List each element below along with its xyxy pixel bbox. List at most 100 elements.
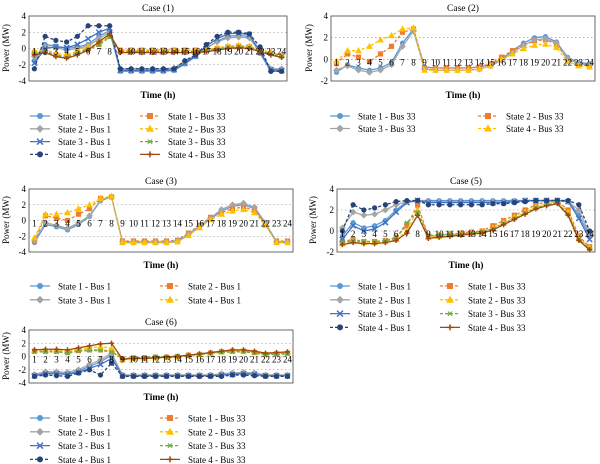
- x-axis-label: Time (h): [144, 392, 179, 403]
- data-point: [360, 211, 368, 219]
- data-point: [421, 66, 428, 73]
- data-point: [377, 36, 384, 43]
- data-point: [371, 225, 378, 233]
- data-point: [74, 41, 81, 48]
- data-point: [371, 210, 379, 218]
- data-point: [333, 57, 340, 65]
- data-point: [119, 356, 126, 362]
- x-tick-label: 10: [129, 355, 139, 365]
- x-tick-label: 15: [180, 47, 190, 57]
- data-point: [203, 41, 209, 48]
- x-tick-label: 2: [351, 229, 356, 239]
- legend-label: State 3 - Bus 33: [188, 441, 246, 451]
- data-point: [458, 232, 464, 238]
- legend-label: State 1 - Bus 33: [468, 282, 526, 292]
- data-point: [174, 353, 181, 360]
- data-point: [218, 373, 225, 379]
- data-point: [218, 210, 225, 217]
- x-tick-label: 12: [148, 47, 157, 57]
- data-point: [64, 208, 71, 216]
- x-tick-label: 5: [75, 47, 80, 57]
- legend-item: State 3 - Bus 33: [330, 124, 416, 134]
- x-tick-label: 22: [563, 57, 572, 67]
- data-point: [447, 233, 453, 239]
- data-point: [63, 44, 70, 51]
- data-point: [273, 238, 280, 246]
- data-point: [86, 206, 93, 212]
- legend-label: State 2 - Bus 1: [58, 124, 111, 134]
- y-tick-label: 4: [22, 184, 27, 194]
- y-axis-label: Power (MW): [308, 196, 318, 244]
- legend-label: State 2 - Bus 33: [188, 427, 246, 437]
- data-point: [52, 43, 60, 51]
- legend-marker: [36, 124, 44, 133]
- data-point: [553, 39, 560, 47]
- data-point: [97, 341, 104, 347]
- x-tick-label: 14: [170, 47, 180, 57]
- data-point: [119, 373, 126, 379]
- data-point: [75, 345, 82, 351]
- legend-marker: [167, 456, 173, 463]
- x-tick-label: 13: [467, 229, 477, 239]
- data-point: [404, 223, 410, 229]
- legend-marker: [37, 151, 43, 158]
- data-point: [392, 208, 400, 216]
- data-point: [185, 231, 192, 239]
- x-tick-label: 20: [234, 47, 244, 57]
- x-tick-label: 8: [107, 47, 112, 57]
- data-point: [42, 349, 49, 355]
- data-point: [355, 47, 362, 54]
- x-tick-label: 1: [32, 47, 37, 57]
- y-tick-label: 4: [22, 11, 27, 21]
- data-point: [476, 65, 483, 72]
- legend-item: State 4 - Bus 33: [478, 124, 564, 134]
- data-point: [382, 239, 388, 246]
- x-tick-label: 17: [202, 47, 212, 57]
- data-point: [42, 372, 49, 378]
- y-axis-label: Power (MW): [1, 332, 11, 380]
- data-point: [86, 343, 93, 349]
- data-point: [542, 40, 549, 47]
- data-point: [382, 219, 389, 226]
- x-tick-label: 3: [362, 229, 367, 239]
- data-point: [95, 35, 103, 43]
- x-tick-label: 18: [519, 57, 529, 67]
- data-point: [236, 45, 242, 51]
- data-point: [533, 197, 539, 204]
- data-point: [344, 51, 351, 57]
- data-point: [31, 347, 38, 353]
- legend-marker: [147, 151, 153, 158]
- x-tick-label: 4: [64, 47, 69, 57]
- legend-label: State 1 - Bus 1: [358, 282, 411, 292]
- legend-marker: [447, 283, 453, 289]
- x-tick-label: 22: [256, 47, 265, 57]
- data-point: [399, 25, 406, 32]
- x-tick-label: 13: [162, 219, 172, 229]
- legend-marker: [485, 113, 491, 119]
- x-tick-label: 5: [383, 229, 388, 239]
- data-point: [388, 31, 395, 39]
- data-point: [53, 221, 60, 229]
- y-tick-label: 4: [330, 184, 335, 194]
- data-point: [53, 349, 60, 355]
- legend-marker: [37, 283, 43, 289]
- legend-item: State 3 - Bus 33: [160, 441, 246, 451]
- legend: State 1 - Bus 1 State 2 - Bus 1 State 3 - …: [30, 282, 241, 305]
- legend-label: State 3 - Bus 1: [58, 441, 111, 451]
- x-tick-label: 6: [87, 355, 92, 365]
- legend-item: State 2 - Bus 33: [478, 112, 564, 122]
- data-point: [240, 372, 247, 378]
- data-point: [96, 23, 102, 29]
- legend-item: State 2 - Bus 33: [140, 124, 226, 134]
- data-point: [218, 348, 225, 354]
- data-point: [273, 349, 280, 356]
- legend-marker: [447, 324, 453, 331]
- legend-label: State 2 - Bus 1: [358, 295, 411, 305]
- legend-label: State 1 - Bus 1: [58, 282, 111, 292]
- data-point: [96, 39, 102, 45]
- data-point: [107, 31, 113, 37]
- data-point: [53, 346, 60, 352]
- chart-title: Case (1): [142, 3, 174, 14]
- data-point: [349, 222, 357, 229]
